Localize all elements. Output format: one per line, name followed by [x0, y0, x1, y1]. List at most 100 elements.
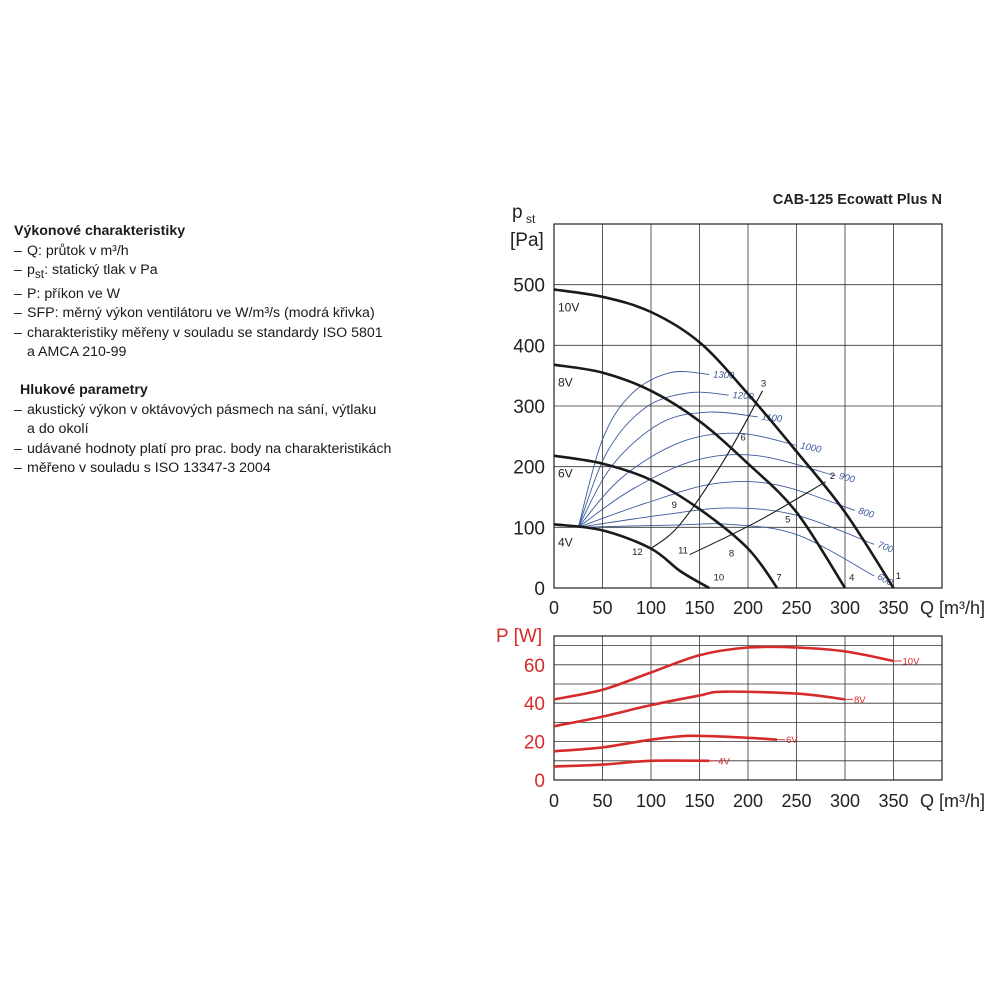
x-tick-label: 300: [830, 598, 860, 618]
performance-item-pst: – pst: statický tlak v Pa: [14, 261, 494, 284]
x-tick-label: 150: [684, 598, 714, 618]
sfp-label-700: 700: [876, 540, 895, 556]
performance-item-text: P: příkon ve W: [27, 285, 121, 302]
operating-point-label: 10: [714, 573, 725, 584]
x-tick-label: 150: [684, 791, 714, 811]
performance-item-text: SFP: měrný výkon ventilátoru ve W/m³/s (…: [27, 305, 375, 322]
operating-point-label: 11: [678, 545, 688, 556]
power-curve-10V: [553, 645, 894, 701]
x-tick-label: 200: [733, 791, 763, 811]
fan-curve-4V: [553, 523, 710, 590]
power-curve-label-4V: 4V: [718, 756, 730, 767]
performance-item-p: – P: příkon ve W: [14, 285, 494, 305]
fan-curve-10V: [553, 288, 895, 589]
fan-curve-8V: [553, 363, 847, 589]
x-tick-label: 250: [781, 791, 811, 811]
fan-curve-6V: [553, 454, 779, 589]
x-tick-label: 100: [636, 791, 666, 811]
y-tick-label: 0: [534, 771, 545, 792]
sfp-curve-1100: [577, 411, 758, 528]
operating-point-label: 6: [741, 433, 746, 444]
y-tick-label: 200: [513, 458, 545, 479]
noise-item-text: akustický výkon v oktávových pásmech na …: [27, 401, 377, 418]
power-chart: P [W] 0 20 40 60 0 50 100 150 200 250 300 350 Q [m³/h…: [496, 626, 985, 811]
operating-point-label: 7: [776, 573, 781, 584]
performance-item-iso: – charakteristiky měřeny v souladu se sta…: [14, 324, 494, 344]
operating-point-label: 12: [632, 547, 643, 558]
noise-item-text: a do okolí: [27, 421, 89, 438]
operating-point-label: 2: [830, 471, 835, 482]
performance-item-sfp: – SFP: měrný výkon ventilátoru ve W/m³/s …: [14, 304, 494, 324]
noise-item-text: měřeno v souladu s ISO 13347-3 2004: [27, 460, 271, 477]
y-axis-label: P [W]: [496, 626, 542, 647]
operating-point-label: 3: [761, 379, 766, 390]
noise-item-values: – udávané hodnoty platí pro prac. body na…: [14, 440, 494, 460]
power-curve-label-8V: 8V: [854, 695, 866, 706]
sfp-curve-900: [578, 454, 836, 528]
y-axis-unit: [Pa]: [510, 230, 544, 251]
x-tick-label: 50: [592, 598, 612, 618]
x-tick-label: 0: [549, 791, 559, 811]
system-curve-1: [650, 390, 763, 550]
y-tick-label: 20: [524, 733, 545, 754]
info-panel: Výkonové charakteristiky – Q: průtok v m³…: [14, 222, 494, 479]
fan-curve-label-8V: 8V: [558, 376, 573, 390]
sfp-curve-700: [578, 507, 875, 545]
sfp-label-1000: 1000: [799, 441, 823, 456]
y-tick-label: 300: [513, 397, 545, 418]
sfp-label-1200: 1200: [732, 390, 754, 402]
operating-point-label: 1: [896, 571, 901, 582]
plot-frame: [553, 635, 943, 781]
power-curve-label-10V: 10V: [903, 656, 921, 667]
fan-curve-label-10V: 10V: [558, 301, 579, 315]
x-tick-label: 350: [878, 598, 908, 618]
power-curve-label-6V: 6V: [786, 735, 798, 746]
system-curve-2: [689, 481, 826, 556]
sfp-curve-1300: [577, 371, 710, 528]
x-tick-label: 0: [549, 598, 559, 618]
performance-item-text: a AMCA 210-99: [27, 344, 127, 361]
operating-point-label: 4: [849, 573, 854, 584]
x-tick-label: 50: [592, 791, 612, 811]
power-curve-8V: [553, 690, 846, 728]
x-tick-label: 200: [733, 598, 763, 618]
x-axis-label: Q [m³/h]: [920, 598, 985, 618]
x-tick-label: 100: [636, 598, 666, 618]
operating-point-label: 9: [672, 500, 677, 511]
performance-item-text: pst: statický tlak v Pa: [27, 262, 158, 282]
x-tick-label: 250: [781, 598, 811, 618]
chart-title: CAB-125 Ecowatt Plus N: [773, 192, 942, 208]
noise-item-acoustic-cont: a do okolí: [14, 420, 494, 440]
sfp-curve-600: [578, 523, 875, 577]
power-curve-6V: [553, 734, 778, 753]
fan-curve-label-6V: 6V: [558, 467, 573, 481]
noise-heading: Hlukové parametry: [20, 381, 148, 398]
y-axis-label: p: [512, 202, 523, 223]
y-tick-label: 100: [513, 518, 545, 539]
sfp-label-900: 900: [838, 471, 857, 486]
sfp-curve-800: [578, 481, 855, 528]
y-tick-label: 0: [534, 579, 545, 600]
x-axis-label: Q [m³/h]: [920, 791, 985, 811]
operating-point-label: 8: [729, 548, 734, 559]
power-curve-4V: [553, 759, 710, 768]
performance-item-text: Q: průtok v m³/h: [27, 242, 129, 259]
pressure-chart: CAB-125 Ecowatt Plus Np st[Pa]01002003004…: [510, 192, 985, 618]
x-tick-label: 350: [878, 791, 908, 811]
noise-item-iso: – měřeno v souladu s ISO 13347-3 2004: [14, 459, 494, 479]
performance-item-text: charakteristiky měřeny v souladu se stan…: [27, 324, 383, 341]
operating-point-label: 5: [785, 514, 790, 525]
noise-item-text: udávané hodnoty platí pro prac. body na …: [27, 440, 392, 457]
performance-heading: Výkonové charakteristiky: [14, 223, 186, 239]
sfp-label-800: 800: [857, 506, 876, 522]
y-tick-label: 40: [524, 694, 545, 715]
y-axis-label-subscript: st: [526, 212, 536, 226]
y-tick-label: 500: [513, 276, 545, 297]
performance-item-q: – Q: průtok v m³/h: [14, 242, 494, 262]
x-tick-label: 300: [830, 791, 860, 811]
y-tick-label: 400: [513, 336, 545, 357]
sfp-curve-1200: [577, 391, 729, 528]
sfp-curve-1000: [577, 432, 797, 528]
performance-item-amca: a AMCA 210-99: [14, 343, 494, 363]
